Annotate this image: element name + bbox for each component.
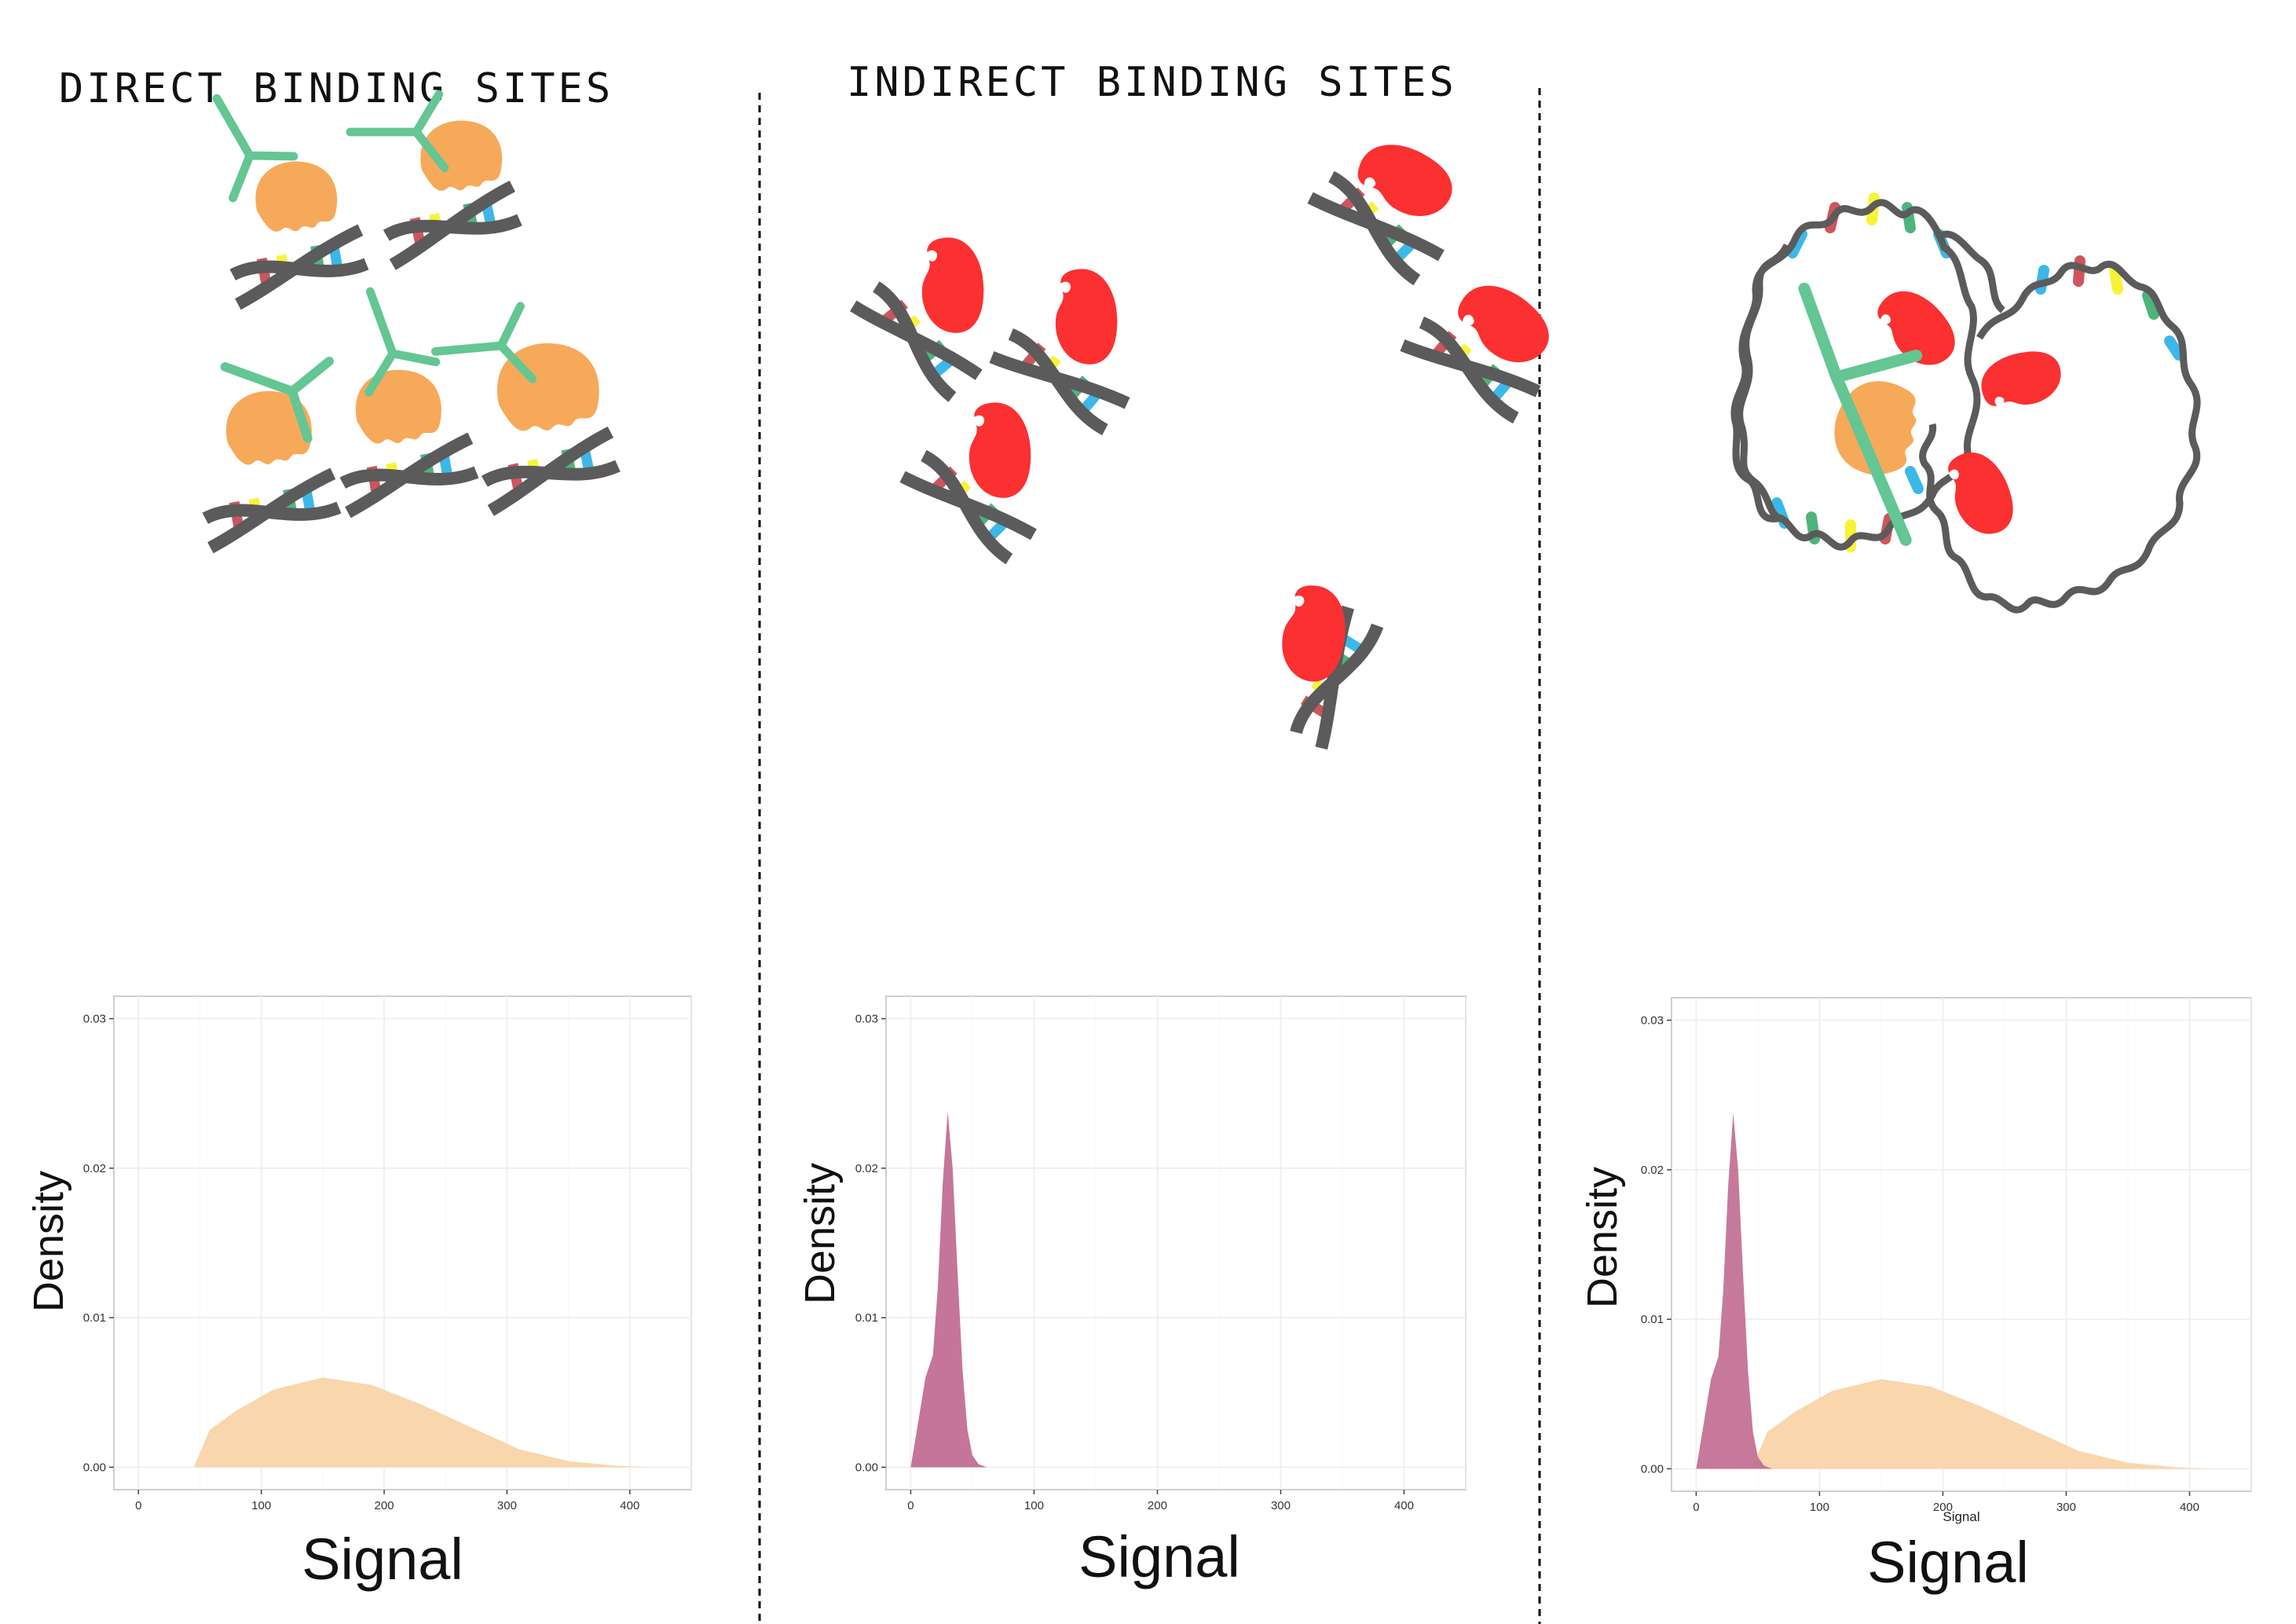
- x-tick-label: 200: [1148, 1499, 1167, 1512]
- indirect-binding-illustration: [853, 129, 1562, 748]
- x-axis-label: Signal: [1867, 1530, 2029, 1595]
- y-tick-label: 0.01: [855, 1311, 878, 1325]
- indirect-protein: [969, 402, 1031, 498]
- chromatin-strand: [1919, 260, 2201, 614]
- density-area: [1752, 1379, 2214, 1469]
- x-tick-label: 300: [497, 1499, 517, 1512]
- chromatin-strand: [1736, 243, 1791, 522]
- density-chart-direct: 0 100 200 300 400 0.00 0.01 0.02 0.03 Density Si…: [25, 995, 692, 1592]
- density-area: [1696, 1113, 1783, 1469]
- x-tick-label: 100: [1810, 1501, 1829, 1514]
- direct-protein: [355, 369, 441, 444]
- chromatin-strand: [1938, 230, 2006, 313]
- chart-plot-area: [885, 995, 1467, 1490]
- indirect-protein: [1940, 443, 2022, 543]
- x-tick-label: 200: [1933, 1501, 1953, 1514]
- y-axis-label: Density: [1579, 1167, 1626, 1308]
- y-tick-label: 0.02: [1641, 1164, 1664, 1177]
- x-tick-label: 0: [907, 1499, 914, 1512]
- y-tick-label: 0.00: [83, 1461, 106, 1474]
- density-area: [193, 1377, 655, 1468]
- y-tick-label: 0.03: [1641, 1014, 1664, 1028]
- y-tick-label: 0.00: [855, 1461, 878, 1474]
- inner-x-axis-label: Signal: [1943, 1509, 1979, 1524]
- x-tick-label: 300: [1271, 1499, 1291, 1512]
- y-tick-label: 0.01: [83, 1311, 106, 1325]
- y-tick-label: 0.03: [855, 1013, 878, 1026]
- x-tick-label: 100: [1024, 1499, 1044, 1512]
- panel-title-indirect: INDIRECT BINDING SITES: [847, 59, 1457, 106]
- dna-fragment: [339, 438, 479, 513]
- indirect-protein: [921, 237, 984, 333]
- y-tick-label: 0.03: [83, 1013, 106, 1026]
- x-tick-label: 100: [251, 1499, 271, 1512]
- x-tick-label: 400: [1394, 1499, 1414, 1512]
- x-tick-label: 0: [135, 1499, 141, 1512]
- antibody-icon: [1798, 282, 1923, 546]
- y-tick-label: 0.02: [855, 1162, 878, 1175]
- y-tick-label: 0.00: [1641, 1462, 1664, 1476]
- panel-title-direct: DIRECT BINDING SITES: [59, 65, 613, 112]
- chromatin-loop-illustration: [1730, 192, 2201, 614]
- x-tick-label: 300: [2056, 1501, 2076, 1514]
- x-tick-label: 200: [375, 1499, 394, 1512]
- indirect-protein: [1976, 346, 2066, 412]
- direct-protein: [255, 161, 338, 232]
- chromatin-strand: [1730, 199, 1981, 551]
- density-area: [910, 1111, 998, 1468]
- y-tick-label: 0.01: [1641, 1313, 1664, 1326]
- dna-fragment: [201, 474, 342, 548]
- x-axis-label: Signal: [302, 1527, 463, 1592]
- dna-fragment: [480, 432, 621, 511]
- x-tick-label: 400: [2180, 1501, 2199, 1514]
- dna-fragment: [229, 230, 369, 305]
- x-tick-label: 0: [1693, 1501, 1699, 1514]
- x-tick-label: 400: [620, 1499, 639, 1512]
- direct-binding-illustration: [186, 79, 622, 548]
- x-axis-label: Signal: [1078, 1524, 1240, 1589]
- density-chart-mixture: 0 100 200 300 400 0.00 0.01 0.02 0.03 Signal Den…: [1579, 997, 2252, 1595]
- density-chart-indirect: 0 100 200 300 400 0.00 0.01 0.02 0.03 Density Si…: [796, 995, 1467, 1589]
- dna-fragment: [382, 186, 523, 265]
- y-axis-label: Density: [796, 1163, 844, 1304]
- y-tick-label: 0.02: [83, 1162, 106, 1175]
- indirect-protein: [1055, 269, 1118, 365]
- y-axis-label: Density: [25, 1171, 72, 1312]
